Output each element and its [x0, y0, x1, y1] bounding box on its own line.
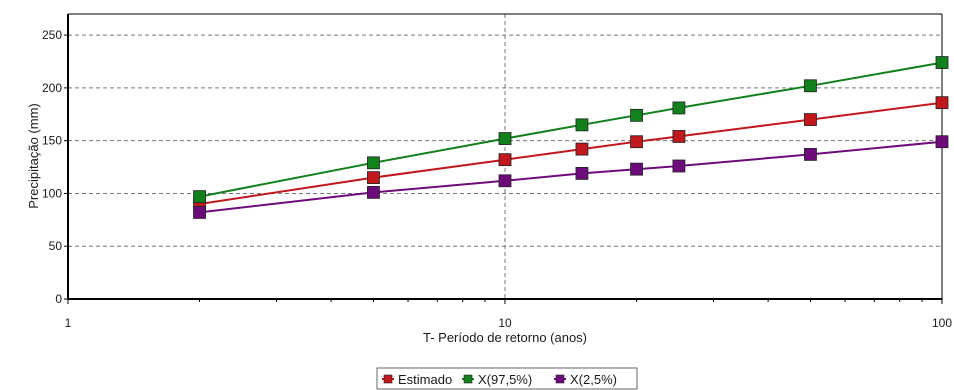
y-tick-label: 0 [55, 292, 62, 306]
markers [193, 56, 949, 219]
series-line-1 [199, 101, 943, 205]
legend: Estimado X(97,5%) X(2,5%) [376, 367, 638, 390]
legend-label: X(2,5%) [570, 372, 617, 387]
data-point-series-1 [575, 142, 589, 156]
data-point-series-3 [672, 159, 686, 173]
data-point-series-3 [935, 135, 949, 149]
legend-label: X(97,5%) [478, 372, 532, 387]
x-axis-title: T- Período de retorno (anos) [423, 330, 587, 345]
data-point-series-1 [630, 135, 643, 149]
data-point-series-3 [498, 174, 512, 188]
y-axis-title: Precipitação (mm) [26, 103, 41, 208]
series-line-3 [199, 140, 943, 214]
data-point-series-2 [804, 79, 817, 93]
data-point-series-2 [935, 56, 949, 69]
data-point-series-2 [575, 118, 589, 132]
data-point-series-2 [672, 101, 686, 115]
data-point-series-2 [193, 190, 206, 204]
data-point-series-3 [575, 166, 589, 180]
data-point-series-3 [804, 147, 817, 161]
legend-marker [555, 374, 565, 384]
y-tick-label: 100 [42, 186, 62, 200]
data-point-series-1 [498, 153, 512, 167]
x-tick-label: 10 [498, 316, 512, 330]
data-point-series-2 [498, 132, 512, 145]
y-tick-label: 50 [49, 239, 63, 253]
legend-label: Estimado [398, 372, 452, 387]
series-line-2 [199, 61, 943, 198]
data-point-series-3 [367, 185, 380, 199]
legend-marker [463, 374, 473, 384]
data-point-series-3 [630, 162, 643, 176]
y-tick-label: 150 [42, 134, 62, 148]
series [199, 61, 943, 214]
data-point-series-1 [367, 171, 380, 185]
data-point-series-1 [935, 96, 949, 110]
data-point-series-1 [672, 130, 686, 143]
data-point-series-2 [367, 156, 380, 170]
data-point-series-3 [193, 206, 206, 219]
y-tick-label: 250 [42, 28, 62, 42]
x-tick-label: 100 [932, 316, 952, 330]
legend-box [376, 367, 638, 390]
legend-marker [383, 374, 393, 384]
x-tick-label: 1 [65, 316, 72, 330]
data-point-series-2 [630, 108, 643, 122]
ticks: 0 50 100 150 200 250 1 10 100 [42, 28, 952, 330]
data-point-series-1 [804, 113, 817, 126]
y-tick-label: 200 [42, 81, 62, 95]
